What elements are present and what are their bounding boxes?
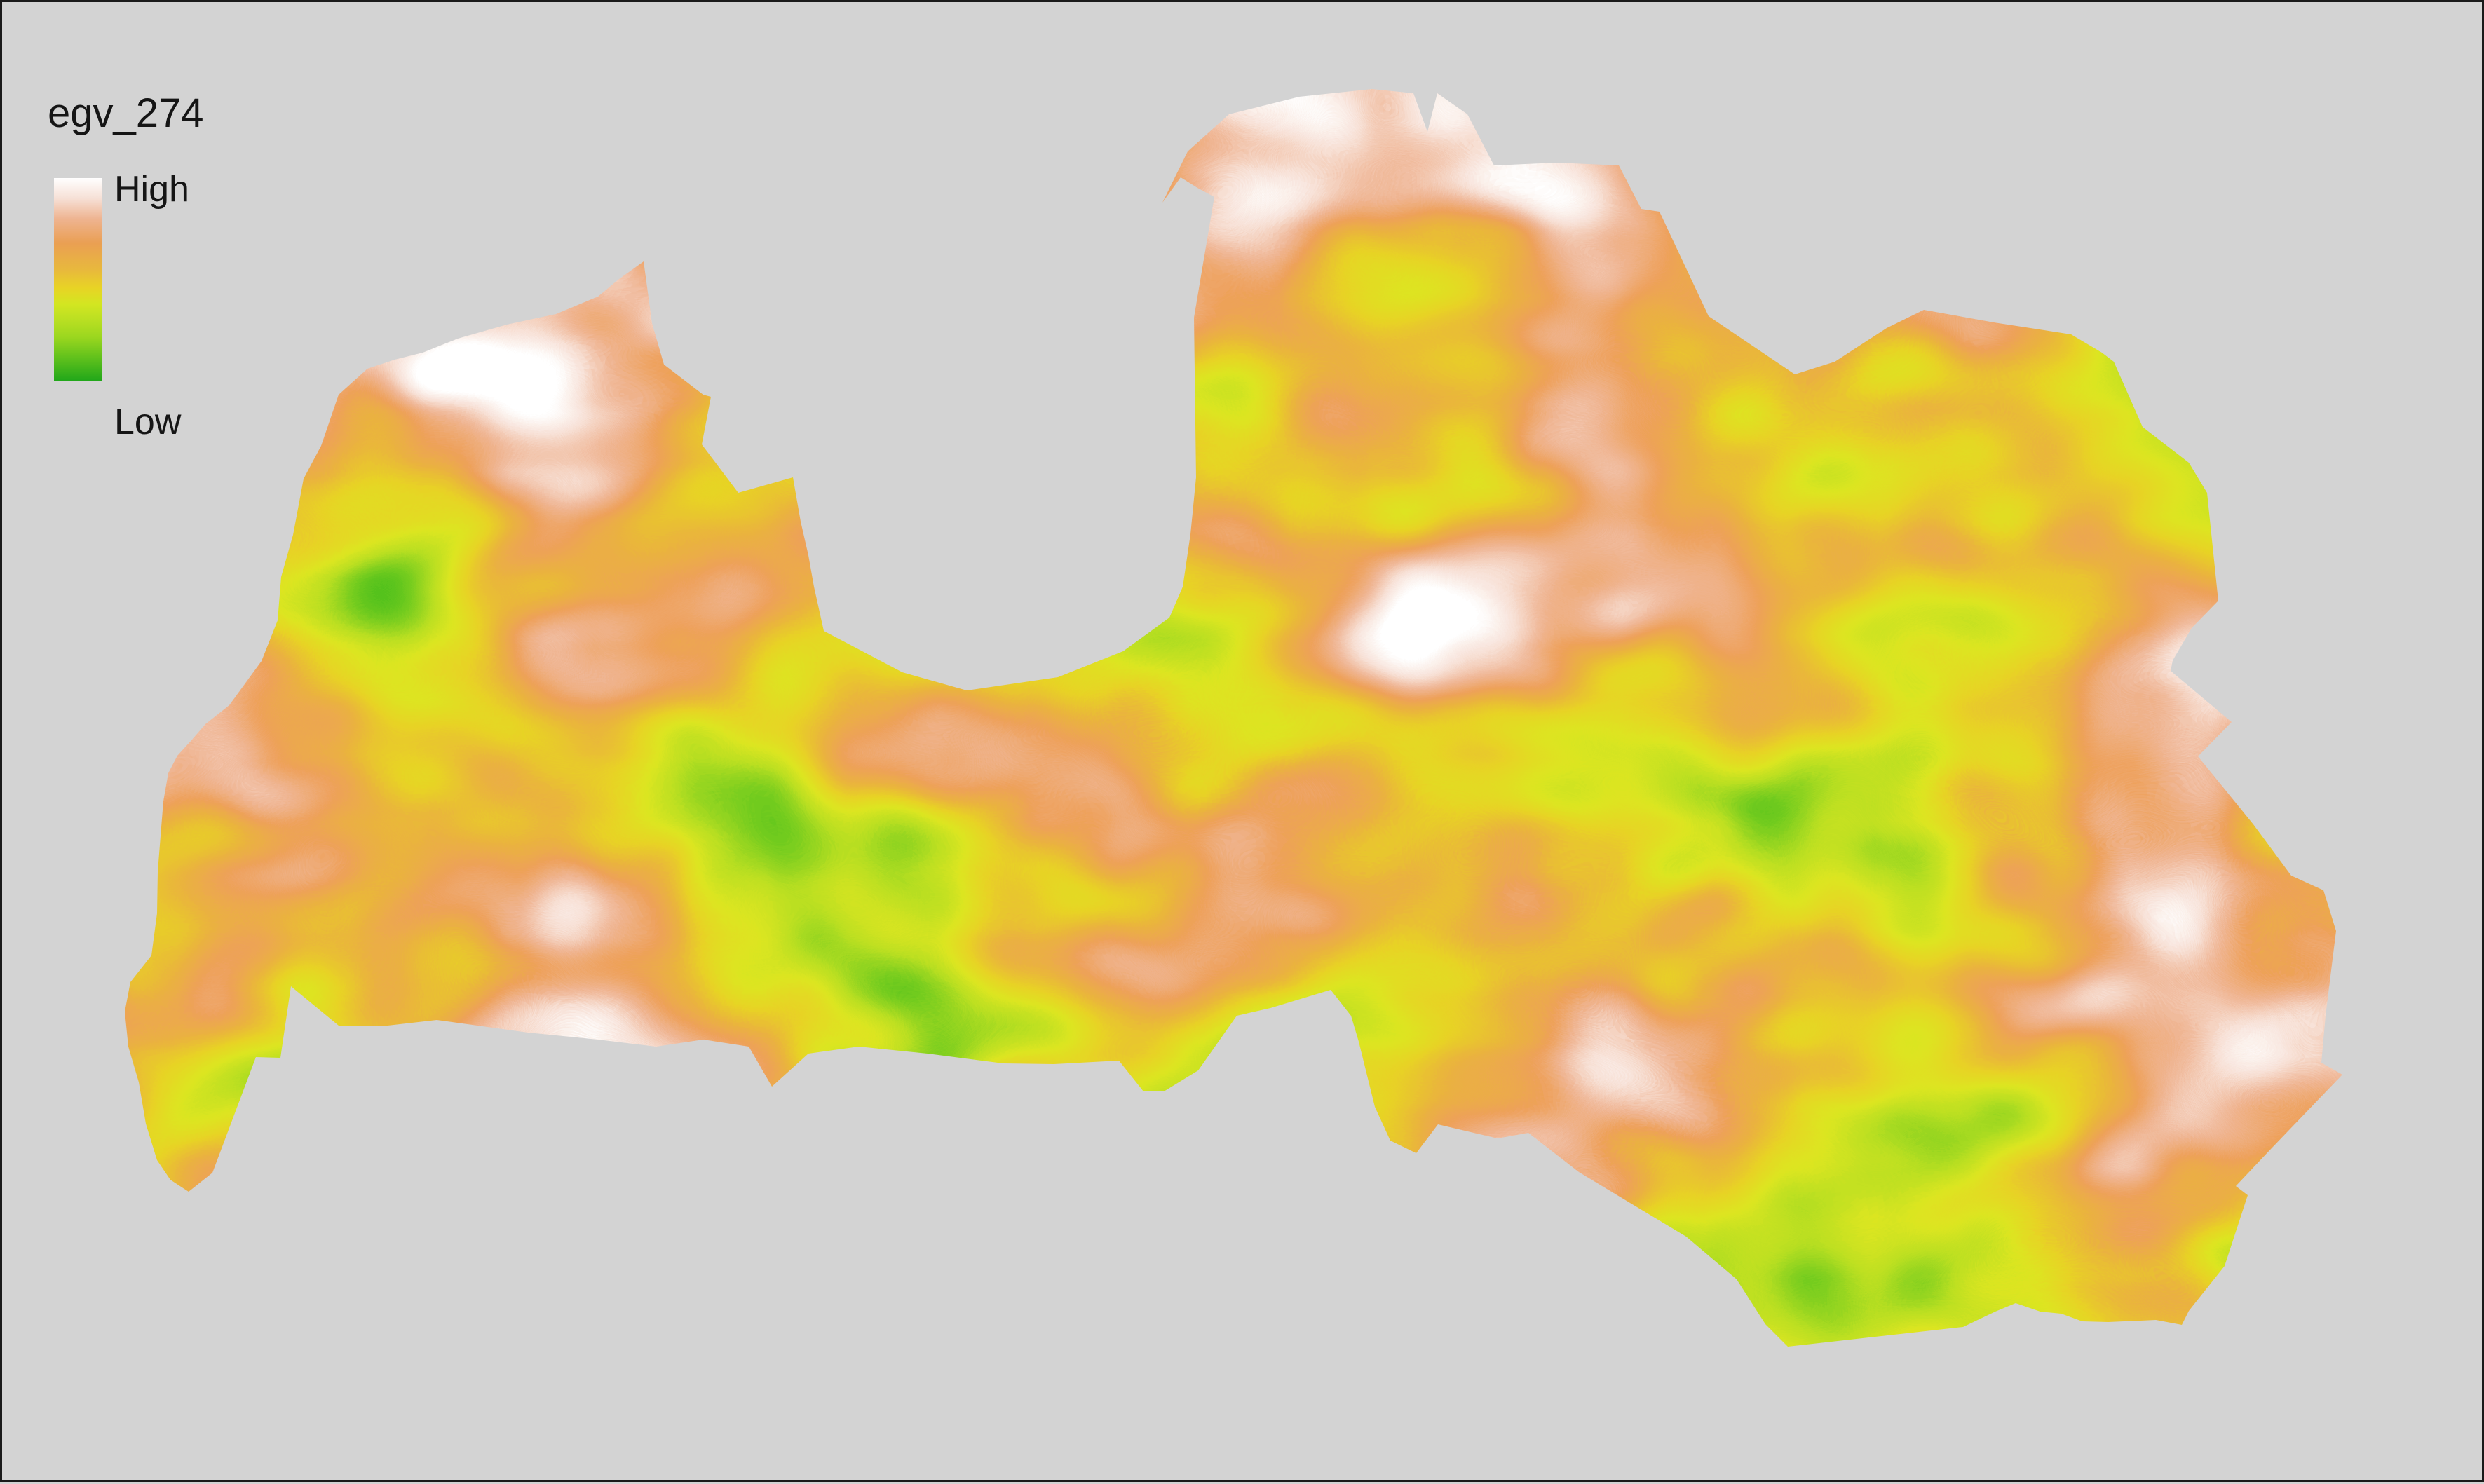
svg-text:egv_274: egv_274 — [48, 90, 204, 136]
svg-text:High: High — [114, 169, 189, 210]
svg-text:Low: Low — [114, 402, 182, 442]
